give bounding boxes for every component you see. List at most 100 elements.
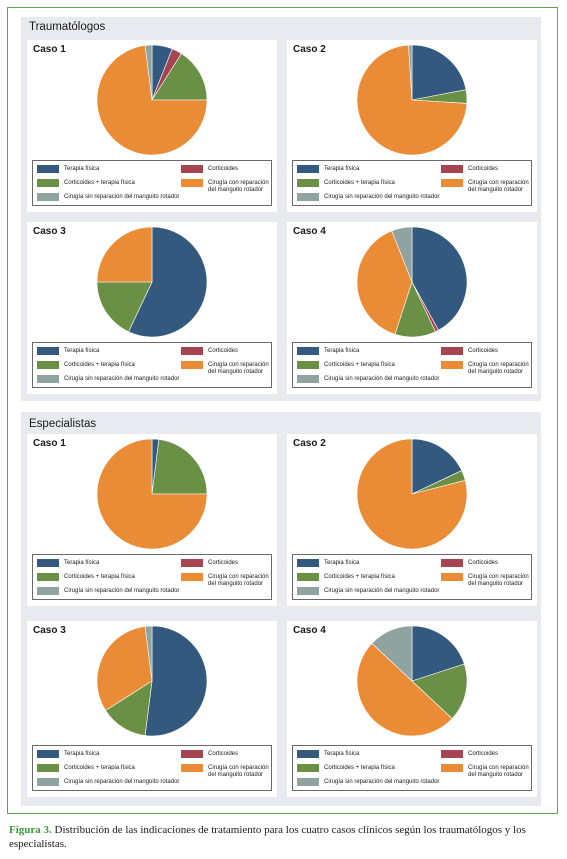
pie-title: Caso 2: [293, 438, 326, 449]
pie-slice-cirugia_con: [356, 44, 468, 156]
pie-slice-cirugia_con: [96, 45, 208, 156]
pie-chart: [96, 226, 208, 338]
pie-slice-cirugia_con: [96, 438, 208, 550]
pie-slice-terapia: [128, 226, 208, 338]
pie-slice-cirugia_sin: [371, 625, 413, 682]
legend-label: Cirugía sin reparación del manguito rota…: [324, 588, 440, 594]
legend-swatch: [297, 179, 319, 187]
legend-swatch: [181, 559, 203, 567]
legend-label: Corticoides: [208, 348, 239, 354]
legend-swatch: [37, 764, 59, 772]
legend-label: Cirugía con reparación del manguito rota…: [468, 362, 529, 375]
legend-swatch: [181, 750, 203, 758]
legend-swatch: [37, 778, 59, 786]
pie-panel-6: Caso 2 Terapia física Corticoides Corticoid…: [287, 434, 537, 606]
pie-slice-combinada: [96, 281, 153, 333]
pie-panel-3: Caso 3 Terapia física Corticoides Corticoid…: [27, 222, 277, 394]
legend-swatch: [297, 193, 319, 201]
legend-label: Cirugía sin reparación del manguito rota…: [64, 194, 180, 200]
legend-label: Corticoides: [468, 751, 499, 757]
legend-label: Cirugía con reparación del manguito rota…: [468, 574, 529, 587]
legend: Terapia física Corticoides Corticoides + t…: [292, 745, 532, 791]
legend-label: Cirugía sin reparación del manguito rota…: [64, 588, 180, 594]
group-title: Traumatólogos: [29, 21, 106, 33]
pie-panel-4: Caso 4 Terapia física Corticoides Corticoid…: [287, 222, 537, 394]
pie-chart: [356, 438, 468, 550]
legend-label: Cirugía sin reparación del manguito rota…: [324, 194, 440, 200]
legend-swatch: [441, 750, 463, 758]
legend-swatch: [297, 361, 319, 369]
pie-slice-terapia: [411, 226, 468, 331]
legend-swatch: [37, 375, 59, 383]
legend: Terapia física Corticoides Corticoides + t…: [32, 342, 272, 388]
legend-label: Cirugía con reparación del manguito rota…: [468, 765, 529, 778]
pie-title: Caso 4: [293, 226, 326, 237]
legend-label: Cirugía con reparación del manguito rota…: [468, 180, 529, 193]
legend: Terapia física Corticoides Corticoides + t…: [292, 554, 532, 600]
legend-swatch: [441, 764, 463, 772]
legend-label: Terapia física: [64, 348, 100, 354]
legend-swatch: [37, 573, 59, 581]
legend-label: Corticoides + terapia física: [64, 362, 135, 368]
legend-label: Corticoides + terapia física: [324, 574, 395, 580]
legend-swatch: [297, 375, 319, 383]
legend-label: Terapia física: [64, 166, 100, 172]
pie-slice-combinada: [151, 439, 208, 495]
pie-panel-5: Caso 1 Terapia física Corticoides Corticoid…: [27, 434, 277, 606]
legend-swatch: [297, 587, 319, 595]
legend-swatch: [297, 778, 319, 786]
legend-label: Corticoides + terapia física: [64, 765, 135, 771]
pie-slice-cirugia_con: [96, 226, 153, 283]
legend-label: Corticoides + terapia física: [324, 362, 395, 368]
pie-panel-1: Caso 1 Terapia física Corticoides Corticoid…: [27, 40, 277, 212]
legend-label: Corticoides + terapia física: [64, 180, 135, 186]
legend-swatch: [181, 165, 203, 173]
pie-slice-terapia: [411, 625, 465, 682]
legend: Terapia física Corticoides Corticoides + t…: [32, 745, 272, 791]
legend-label: Terapia física: [324, 751, 360, 757]
pie-title: Caso 1: [33, 438, 66, 449]
pie-slice-cirugia_sin: [391, 226, 413, 283]
legend-swatch: [297, 764, 319, 772]
pie-panel-7: Caso 3 Terapia física Corticoides Corticoid…: [27, 621, 277, 797]
legend-swatch: [181, 361, 203, 369]
legend-swatch: [181, 179, 203, 187]
legend-label: Corticoides + terapia física: [324, 180, 395, 186]
legend-swatch: [181, 573, 203, 581]
pie-slice-combinada: [151, 53, 208, 101]
legend-label: Terapia física: [64, 751, 100, 757]
pie-slice-combinada: [411, 663, 468, 720]
pie-slice-terapia: [411, 438, 463, 495]
pie-title: Caso 4: [293, 625, 326, 636]
pie-slice-cirugia_sin: [408, 44, 413, 101]
legend-swatch: [441, 347, 463, 355]
legend-swatch: [441, 559, 463, 567]
figure-caption: Figura 3. Distribución de las indicacion…: [9, 823, 559, 851]
legend: Terapia física Corticoides Corticoides + t…: [32, 160, 272, 206]
pie-title: Caso 3: [33, 625, 66, 636]
legend-label: Cirugía sin reparación del manguito rota…: [324, 779, 440, 785]
legend-swatch: [297, 347, 319, 355]
pie-chart: [96, 44, 208, 156]
pie-chart: [96, 438, 208, 550]
legend-label: Cirugía sin reparación del manguito rota…: [64, 779, 180, 785]
legend-swatch: [37, 165, 59, 173]
pie-title: Caso 2: [293, 44, 326, 55]
legend: Terapia física Corticoides Corticoides + t…: [292, 160, 532, 206]
legend-swatch: [37, 587, 59, 595]
pie-slice-cirugia_con: [356, 230, 413, 335]
legend-label: Corticoides: [468, 166, 499, 172]
pie-slice-cirugia_con: [356, 642, 453, 737]
legend-label: Corticoides: [208, 751, 239, 757]
legend-label: Terapia física: [324, 348, 360, 354]
legend-label: Cirugía sin reparación del manguito rota…: [64, 376, 180, 382]
legend-swatch: [37, 559, 59, 567]
legend-label: Cirugía sin reparación del manguito rota…: [324, 376, 440, 382]
legend-label: Terapia física: [324, 166, 360, 172]
legend-label: Corticoides: [208, 166, 239, 172]
legend-label: Corticoides: [208, 560, 239, 566]
legend-swatch: [37, 347, 59, 355]
legend-label: Corticoides + terapia física: [64, 574, 135, 580]
legend: Terapia física Corticoides Corticoides + t…: [292, 342, 532, 388]
legend-swatch: [181, 347, 203, 355]
